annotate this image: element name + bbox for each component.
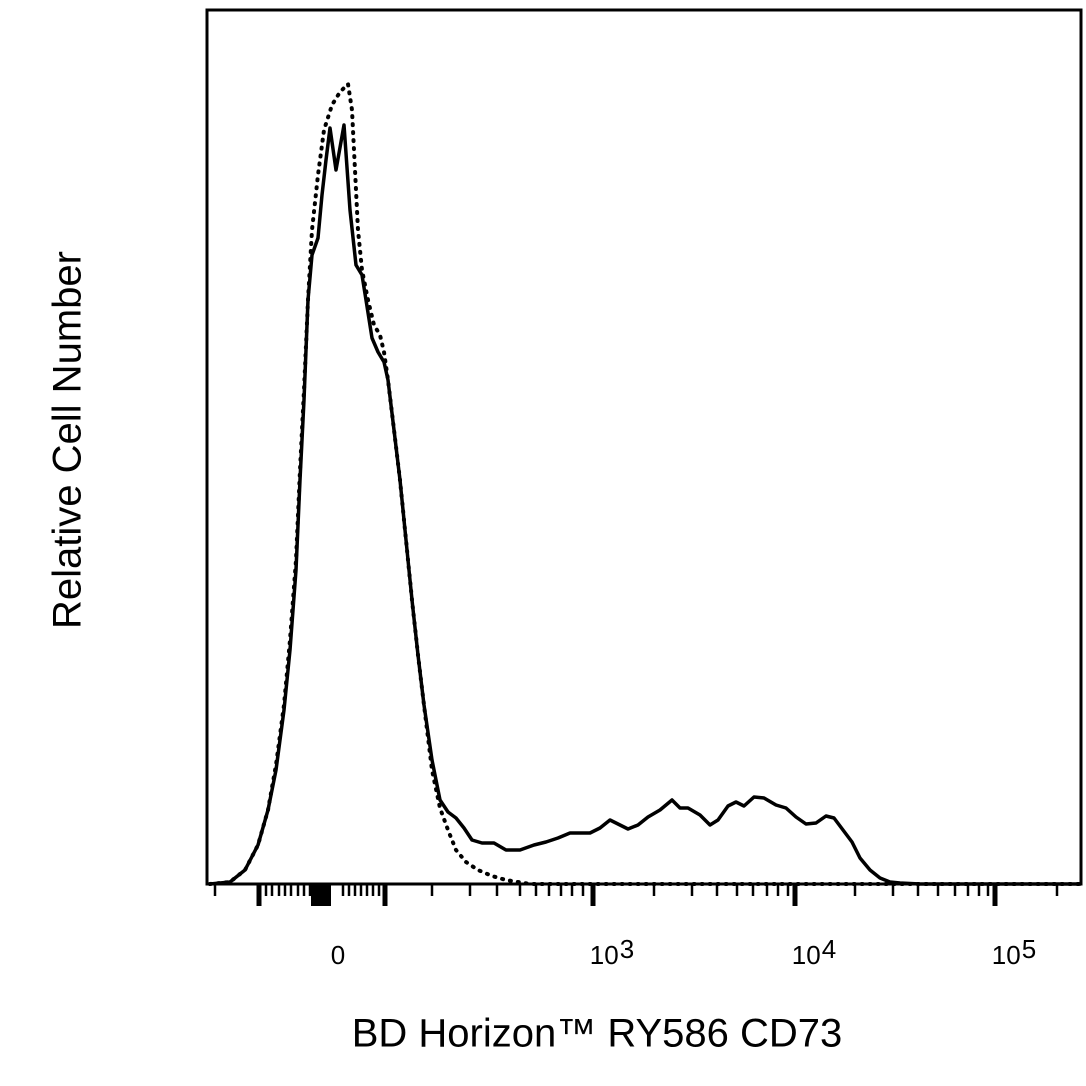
x-axis-label: BD Horizon™ RY586 CD73 [351,1011,843,1056]
x-tick-label: 105 [991,934,1037,970]
dense-tick-block [311,884,331,906]
isotype-control-curve [208,79,1083,886]
plot-frame [205,8,1083,886]
x-tick-label: 103 [589,934,635,970]
y-axis-label: Relative Cell Number [45,251,90,629]
x-tick-label: 104 [791,934,837,970]
x-axis-ticks [213,884,1059,906]
x-tick-label: 0 [330,940,346,970]
cd73-stained-curve [209,123,1081,886]
